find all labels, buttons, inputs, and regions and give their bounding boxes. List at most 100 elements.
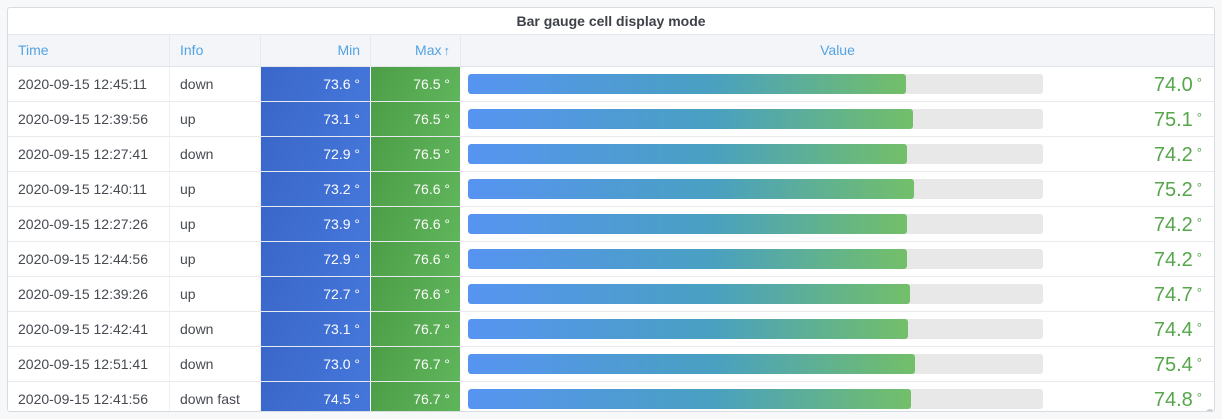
min-cell: 73.6 °: [261, 67, 371, 101]
max-cell: 76.7 °: [371, 347, 461, 381]
degree-unit: °: [1196, 180, 1202, 195]
table-row: 2020-09-15 12:41:56 down fast 74.5 ° 76.…: [8, 382, 1214, 411]
bar-gauge-fill: [468, 109, 914, 129]
table-row: 2020-09-15 12:40:11 up 73.2 ° 76.6 ° 75.…: [8, 172, 1214, 207]
bar-gauge-track: [468, 74, 1043, 94]
info-cell: up: [170, 102, 261, 136]
bar-gauge-fill: [468, 284, 911, 304]
value-text: 75.1 °: [1043, 102, 1202, 136]
column-header-time[interactable]: Time: [8, 35, 170, 66]
value-number: 74.4: [1153, 319, 1193, 341]
min-cell: 72.9 °: [261, 242, 371, 276]
max-cell: 76.7 °: [371, 312, 461, 346]
value-cell: 74.4 °: [461, 312, 1214, 346]
time-cell: 2020-09-15 12:39:26: [8, 277, 170, 311]
min-cell: 73.1 °: [261, 312, 371, 346]
bar-gauge-fill: [468, 319, 909, 339]
value-number: 74.0: [1153, 74, 1193, 96]
value-cell: 74.2 °: [461, 207, 1214, 241]
info-cell: up: [170, 277, 261, 311]
column-header-info[interactable]: Info: [170, 35, 261, 66]
max-cell: 76.7 °: [371, 382, 461, 411]
bar-gauge-fill: [468, 74, 907, 94]
time-cell: 2020-09-15 12:27:41: [8, 137, 170, 171]
time-cell: 2020-09-15 12:44:56: [8, 242, 170, 276]
value-cell: 74.2 °: [461, 137, 1214, 171]
value-cell: 74.7 °: [461, 277, 1214, 311]
value-cell: 74.8 °: [461, 382, 1214, 411]
panel-title[interactable]: Bar gauge cell display mode: [516, 13, 706, 29]
max-cell: 76.6 °: [371, 277, 461, 311]
time-cell: 2020-09-15 12:40:11: [8, 172, 170, 206]
value-text: 74.7 °: [1043, 277, 1202, 311]
degree-unit: °: [1196, 320, 1202, 335]
value-text: 74.2 °: [1043, 242, 1202, 276]
value-cell: 75.4 °: [461, 347, 1214, 381]
bar-gauge-fill: [468, 389, 912, 409]
bar-gauge-track: [468, 249, 1043, 269]
degree-unit: °: [1196, 390, 1202, 405]
time-cell: 2020-09-15 12:27:26: [8, 207, 170, 241]
bar-gauge-fill: [468, 144, 908, 164]
max-cell: 76.6 °: [371, 172, 461, 206]
table-row: 2020-09-15 12:39:26 up 72.7 ° 76.6 ° 74.…: [8, 277, 1214, 312]
bar-gauge-track: [468, 319, 1043, 339]
time-cell: 2020-09-15 12:41:56: [8, 382, 170, 411]
value-number: 74.2: [1153, 249, 1193, 271]
min-cell: 72.7 °: [261, 277, 371, 311]
bar-gauge-track: [468, 214, 1043, 234]
bar-gauge-fill: [468, 354, 915, 374]
column-header-min[interactable]: Min: [261, 35, 371, 66]
degree-unit: °: [1196, 285, 1202, 300]
table-row: 2020-09-15 12:27:26 up 73.9 ° 76.6 ° 74.…: [8, 207, 1214, 242]
table-row: 2020-09-15 12:45:11 down 73.6 ° 76.5 ° 7…: [8, 67, 1214, 102]
max-cell: 76.5 °: [371, 67, 461, 101]
column-header-value[interactable]: Value: [820, 42, 855, 58]
value-cell: 75.2 °: [461, 172, 1214, 206]
bar-gauge-fill: [468, 214, 908, 234]
max-cell: 76.5 °: [371, 102, 461, 136]
max-cell: 76.6 °: [371, 242, 461, 276]
time-cell: 2020-09-15 12:51:41: [8, 347, 170, 381]
table-row: 2020-09-15 12:42:41 down 73.1 ° 76.7 ° 7…: [8, 312, 1214, 347]
degree-unit: °: [1196, 110, 1202, 125]
grafana-table-panel: Bar gauge cell display mode Time Info Mi…: [7, 7, 1215, 412]
info-cell: down fast: [170, 382, 261, 411]
vertical-scrollbar-thumb[interactable]: [1206, 409, 1214, 411]
bar-gauge-track: [468, 284, 1043, 304]
max-cell: 76.6 °: [371, 207, 461, 241]
value-number: 75.1: [1153, 109, 1193, 131]
value-number: 74.2: [1153, 144, 1193, 166]
bar-gauge-fill: [468, 249, 908, 269]
value-cell: 74.0 °: [461, 67, 1214, 101]
time-cell: 2020-09-15 12:39:56: [8, 102, 170, 136]
degree-unit: °: [1196, 355, 1202, 370]
value-text: 74.4 °: [1043, 312, 1202, 346]
min-cell: 73.9 °: [261, 207, 371, 241]
degree-unit: °: [1196, 215, 1202, 230]
info-cell: down: [170, 137, 261, 171]
value-text: 75.4 °: [1043, 347, 1202, 381]
value-text: 75.2 °: [1043, 172, 1202, 206]
bar-gauge-track: [468, 144, 1043, 164]
min-cell: 74.5 °: [261, 382, 371, 411]
value-text: 74.0 °: [1043, 67, 1202, 101]
info-cell: down: [170, 312, 261, 346]
min-cell: 73.1 °: [261, 102, 371, 136]
max-cell: 76.5 °: [371, 137, 461, 171]
value-number: 74.2: [1153, 214, 1193, 236]
bar-gauge-track: [468, 354, 1043, 374]
info-cell: down: [170, 347, 261, 381]
table-row: 2020-09-15 12:44:56 up 72.9 ° 76.6 ° 74.…: [8, 242, 1214, 277]
degree-unit: °: [1196, 75, 1202, 90]
info-cell: up: [170, 207, 261, 241]
value-number: 74.8: [1153, 389, 1193, 411]
value-text: 74.8 °: [1043, 382, 1202, 411]
min-cell: 73.2 °: [261, 172, 371, 206]
table-body: 2020-09-15 12:45:11 down 73.6 ° 76.5 ° 7…: [8, 67, 1214, 411]
value-cell: 74.2 °: [461, 242, 1214, 276]
info-cell: down: [170, 67, 261, 101]
value-number: 75.4: [1153, 354, 1193, 376]
column-header-max[interactable]: Max ↑: [371, 35, 461, 66]
bar-gauge-track: [468, 109, 1043, 129]
